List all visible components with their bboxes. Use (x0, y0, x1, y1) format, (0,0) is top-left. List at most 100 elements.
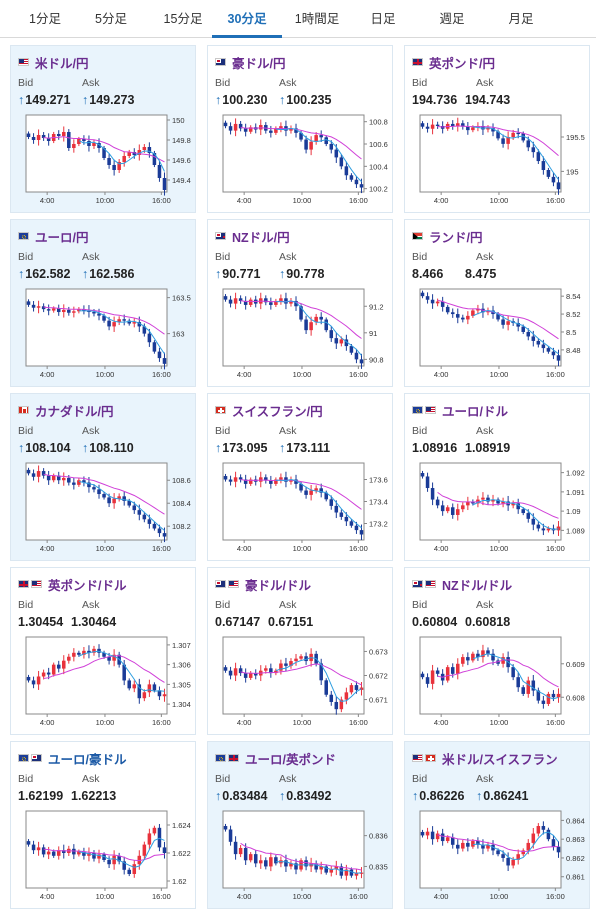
candle (112, 855, 116, 865)
pair-name-link[interactable]: スイスフラン/円 (232, 404, 323, 419)
rate-card[interactable]: 英ポンド/ドル Bid Ask 1.30454 1.30464 1.307 1.306 1.3… (10, 567, 196, 735)
candle (223, 667, 228, 671)
price-chart[interactable]: 0.836 0.835 4:00 10:00 16:00 (216, 808, 392, 906)
price-chart[interactable]: 100.8 100.6 100.4 100.2 4:00 10:00 16:00 (216, 112, 392, 210)
tab-4[interactable]: 30分足 (212, 0, 282, 38)
price-chart[interactable]: 91.2 91 90.8 4:00 10:00 16:00 (216, 286, 392, 384)
pair-name-link[interactable]: 英ポンド/円 (429, 56, 495, 71)
pair-header: 豪ドル/ドル (215, 576, 311, 593)
ask-label: Ask (82, 77, 100, 89)
pair-name-link[interactable]: ユーロ/円 (35, 230, 89, 245)
candle (420, 292, 425, 297)
tab-5[interactable]: 1時間足 (294, 12, 340, 26)
long-moving-average-line (437, 125, 559, 156)
candle (137, 322, 142, 327)
x-tick-label: 4:00 (40, 370, 55, 379)
candle (36, 847, 41, 851)
eu-flag-icon (18, 232, 29, 240)
y-tick-label: 1.307 (172, 641, 191, 650)
plot-frame (25, 114, 168, 193)
ask-value: 0.60818 (465, 615, 511, 629)
price-chart[interactable]: 8.54 8.52 8.5 8.48 4:00 10:00 16:00 (413, 286, 589, 384)
candle (142, 147, 147, 150)
rate-card[interactable]: スイスフラン/円 Bid Ask ↑173.095 ↑173.111 173.6 173.4… (207, 393, 393, 561)
candle (223, 476, 228, 480)
y-tick-label: 1.622 (172, 849, 191, 858)
candle (461, 123, 465, 127)
candle (274, 128, 278, 133)
candle (546, 693, 551, 704)
us-flag-icon (425, 580, 436, 588)
price-chart[interactable]: 0.864 0.863 0.862 0.861 4:00 10:00 16:00 (413, 808, 589, 906)
candle (132, 684, 137, 689)
rate-card[interactable]: 英ポンド/円 Bid Ask 194.736 194.743 195.5 195 4:00 10… (404, 45, 590, 213)
rate-card[interactable]: ユーロ/英ポンド Bid Ask ↑0.83484 ↑0.83492 0.836 0.835… (207, 741, 393, 909)
price-chart[interactable]: 163.5 163 4:00 10:00 16:00 (19, 286, 195, 384)
rate-card[interactable]: NZドル/ドル Bid Ask 0.60804 0.60818 0.609 0.608 4:0… (404, 567, 590, 735)
y-tick-label: 149.4 (172, 176, 191, 185)
candle (425, 831, 430, 836)
candle (46, 309, 51, 311)
y-tick-label: 149.6 (172, 156, 191, 165)
candle (243, 300, 248, 305)
tab-6[interactable]: 日足 (370, 12, 396, 26)
price-chart[interactable]: 173.6 173.4 173.2 4:00 10:00 16:00 (216, 460, 392, 558)
ask-price: 1.62213 (71, 789, 116, 803)
rate-card[interactable]: 豪ドル/円 Bid Ask ↑100.230 ↑100.235 100.8 100.6 100… (207, 45, 393, 213)
tab-8[interactable]: 月足 (508, 12, 534, 26)
ask-value: 1.08919 (465, 441, 511, 455)
pair-name-link[interactable]: NZドル/円 (232, 230, 290, 245)
price-chart[interactable]: 1.307 1.306 1.305 1.304 4:00 10:00 16:00 (19, 634, 195, 732)
pair-name-link[interactable]: ユーロ/ドル (442, 404, 508, 419)
rate-card[interactable]: 豪ドル/ドル Bid Ask 0.67147 0.67151 0.673 0.672 0.67… (207, 567, 393, 735)
candle (531, 336, 536, 341)
pair-name-link[interactable]: ユーロ/英ポンド (245, 752, 336, 767)
rate-card[interactable]: 米ドル/円 Bid Ask ↑149.271 ↑149.273 150 149.8 149.6… (10, 45, 196, 213)
pair-name-link[interactable]: 米ドル/スイスフラン (442, 752, 558, 767)
bid-price: 1.30454 (18, 615, 63, 629)
candle (461, 317, 465, 320)
pair-name-link[interactable]: 英ポンド/ドル (48, 578, 127, 593)
candle (344, 166, 349, 176)
candle (471, 841, 475, 847)
y-tick-label: 100.2 (369, 185, 388, 194)
pair-name-link[interactable]: NZドル/ドル (442, 578, 513, 593)
candle (46, 851, 51, 855)
candle (289, 661, 293, 666)
short-moving-average-line (472, 831, 559, 860)
rate-card[interactable]: ユーロ/円 Bid Ask ↑162.582 ↑162.586 163.5 163 4:00 1… (10, 219, 196, 387)
pair-name-link[interactable]: ユーロ/豪ドル (48, 752, 127, 767)
rate-card[interactable]: NZドル/円 Bid Ask ↑90.771 ↑90.778 91.2 91 90.8 4:00… (207, 219, 393, 387)
rate-card[interactable]: ランド/円 Bid Ask 8.466 8.475 8.54 8.52 8.5 8.48 4:00… (404, 219, 590, 387)
candle (72, 482, 76, 485)
candle (339, 699, 344, 710)
tab-1[interactable]: 1分足 (29, 12, 61, 26)
pair-name-link[interactable]: カナダドル/円 (35, 404, 114, 419)
price-chart[interactable]: 195.5 195 4:00 10:00 16:00 (413, 112, 589, 210)
rate-card[interactable]: ユーロ/豪ドル Bid Ask 1.62199 1.62213 1.624 1.622 1.6… (10, 741, 196, 909)
rate-card[interactable]: ユーロ/ドル Bid Ask 1.08916 1.08919 1.092 1.091 1.09… (404, 393, 590, 561)
pair-name-link[interactable]: 米ドル/円 (35, 56, 89, 71)
pair-name-link[interactable]: 豪ドル/ドル (245, 578, 311, 593)
candle (264, 860, 268, 867)
candlestick-chart: 150 149.8 149.6 149.4 4:00 10:00 16:00 (25, 114, 191, 205)
price-chart[interactable]: 108.6 108.4 108.2 4:00 10:00 16:00 (19, 460, 195, 558)
tab-3[interactable]: 15分足 (163, 12, 203, 26)
price-chart[interactable]: 150 149.8 149.6 149.4 4:00 10:00 16:00 (19, 112, 195, 210)
candle (51, 851, 56, 856)
candle (102, 854, 106, 860)
price-chart[interactable]: 0.673 0.672 0.671 4:00 10:00 16:00 (216, 634, 392, 732)
price-chart[interactable]: 1.092 1.091 1.09 1.089 4:00 10:00 16:00 (413, 460, 589, 558)
tab-7[interactable]: 週足 (439, 12, 465, 26)
up-arrow-icon: ↑ (215, 789, 222, 803)
pair-name-link[interactable]: ランド/円 (429, 230, 483, 245)
tab-2[interactable]: 5分足 (95, 12, 127, 26)
pair-name-link[interactable]: 豪ドル/円 (232, 56, 286, 71)
y-tick-label: 8.48 (566, 346, 581, 355)
candle (112, 165, 116, 170)
price-chart[interactable]: 1.624 1.622 1.62 4:00 10:00 16:00 (19, 808, 195, 906)
candle (461, 657, 465, 664)
rate-card[interactable]: 米ドル/スイスフラン Bid Ask ↑0.86226 ↑0.86241 0.864 0.8… (404, 741, 590, 909)
rate-card[interactable]: カナダドル/円 Bid Ask ↑108.104 ↑108.110 108.6 108.4 1… (10, 393, 196, 561)
price-chart[interactable]: 0.609 0.608 4:00 10:00 16:00 (413, 634, 589, 732)
